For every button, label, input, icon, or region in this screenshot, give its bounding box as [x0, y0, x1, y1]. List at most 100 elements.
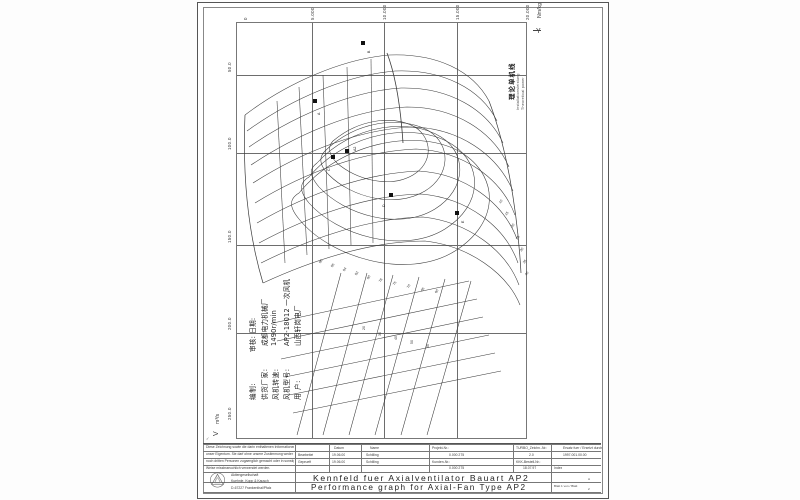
grid-vline-1: [312, 23, 313, 438]
tb-vline-8: [551, 472, 552, 493]
operating-point-C-label: C: [327, 168, 331, 171]
grid-hline-3: [237, 245, 526, 246]
sheet-inner-border: [203, 7, 603, 494]
operating-point-E-label: E: [461, 220, 465, 223]
tb-name-0: Schilling: [366, 453, 379, 457]
spec-row-4-value: 审核: 日期:: [249, 317, 257, 352]
tb-date-1: 19.06.00: [332, 460, 346, 464]
company-line-1: Kuehnle, Kopp & Kausch: [231, 479, 269, 483]
theoretical-line-label-de: Installationsleistung: [516, 73, 520, 110]
company-line-0: Aktiengesellschaft: [231, 473, 259, 477]
axis-tick-left-3: 200.0: [227, 317, 232, 330]
operating-point-D-label: D: [382, 204, 386, 207]
spec-row-3-label: 供货厂家:: [261, 368, 269, 400]
tb-role-1: Geprueft: [298, 460, 312, 464]
power-label-20: 20: [362, 326, 366, 330]
spec-row-0-label: 用 户:: [294, 380, 302, 400]
theoretical-line-label-cn: 理论单机线: [508, 62, 516, 101]
tb-replace-value: 1997.001.00.00: [563, 453, 587, 457]
tb-field-0-value: 0.000 275: [449, 453, 465, 457]
grid-hline-4: [237, 333, 526, 334]
grid-hline-2: [237, 153, 526, 154]
tb-replace-label: Ersatz fuer / Ersetzt durch: [563, 446, 603, 450]
spec-row-1-label: 风机型号:: [283, 368, 291, 400]
spec-row-2-value: 1490r/min: [270, 310, 278, 346]
operating-point-A2-label: A2: [353, 146, 357, 151]
axis-arrow-y: Y: [536, 28, 541, 35]
axis-tick-left-2: 150.0: [227, 230, 232, 243]
axis-tick-top-1: 5.000: [310, 7, 315, 20]
tb-col-name: Name: [370, 446, 380, 450]
spec-row-1-value: AP2-18012 一次风机: [283, 278, 291, 346]
axis-unit-y: Nm/kg: [537, 3, 543, 18]
operating-point-A[interactable]: [313, 99, 317, 103]
tb-vline-6: [551, 444, 552, 472]
power-label-40: 40: [394, 336, 398, 340]
tb-field-3-value: 18.07.97: [523, 466, 537, 470]
tb-note-2: noch dritten Personen zugaenglich gemach…: [206, 459, 294, 463]
axis-tick-top-4: 20.000: [525, 4, 530, 20]
tb-role-0: Bearbeitet: [298, 453, 314, 457]
tb-vline-4: [429, 444, 430, 472]
tb-hline-6: [203, 492, 601, 493]
tb-field-1-label: TURBO_Zeichn.-Nr.:: [516, 446, 548, 450]
tb-vline-3: [361, 444, 362, 472]
sheet-label: Blatt 1 von / Blatt: [554, 484, 578, 488]
tb-hline-0: [203, 444, 601, 445]
operating-point-C[interactable]: [331, 155, 335, 159]
axis-tick-top-0: 0: [243, 17, 248, 20]
axis-tick-left-4: 250.0: [227, 407, 232, 420]
performance-chart: B A C A2 D E: [236, 22, 527, 439]
axis-unit-x: m³/s: [215, 413, 221, 424]
drawing-title-en: Performance graph for Axial-Fan Type AP2: [311, 483, 527, 492]
tb-field-2-label: Kunden-Nr.:: [432, 460, 451, 464]
footer-right: A: [588, 477, 591, 481]
tb-field-2-value: 0.000 275: [449, 466, 465, 470]
title-block: Diese Zeichnung sowie die darin enthalte…: [203, 443, 603, 493]
fan-characteristic-curves: [244, 52, 522, 436]
drawing-title-de: Kennfeld fuer Axialventilator Bauart AP2: [313, 473, 530, 483]
axis-tick-top-3: 15.000: [455, 4, 460, 20]
tb-name-1: Schilling: [366, 460, 379, 464]
operating-point-E[interactable]: [455, 211, 459, 215]
axis-tick-left-1: 100.0: [227, 137, 232, 150]
tb-field-3-label: KKK-Bestell-Nr.:: [516, 460, 541, 464]
spec-row-0-value: 山西轩岗电厂: [294, 305, 302, 346]
tb-note-0: Diese Zeichnung sowie die darin enthalte…: [206, 445, 294, 449]
footer-num: 2: [588, 487, 590, 491]
theoretical-line-label-en: Theoretical power: [521, 77, 525, 110]
axis-arrow-x: V: [213, 431, 220, 436]
title-block-grid: [203, 444, 601, 493]
grid-vline-3: [457, 23, 458, 438]
operating-point-A-label: A: [317, 112, 321, 115]
spec-row-3-value: 成都电力机械厂: [261, 298, 269, 346]
company-line-2: D-67227 Frankenthal/Pfalz: [231, 486, 272, 490]
tb-vline-1: [295, 444, 296, 472]
tb-vline-2: [329, 444, 330, 472]
operating-point-B[interactable]: [361, 41, 365, 45]
tb-hline-3: [203, 465, 601, 466]
grid-hline-1: [237, 75, 526, 76]
tb-hline-4: [203, 472, 601, 473]
power-label-60: 60: [426, 344, 430, 348]
axis-tick-left-0: 50.0: [227, 62, 232, 72]
tb-field-0-label: Projekt-Nr.:: [432, 446, 449, 450]
axis-tick-top-2: 10.000: [382, 4, 387, 20]
spec-row-4-label: 编制:: [249, 382, 257, 400]
spec-row-2-label: 风机转速:: [272, 368, 280, 400]
operating-point-A2[interactable]: [345, 149, 349, 153]
power-label-30: 30: [378, 332, 382, 336]
power-label-50: 50: [410, 340, 414, 344]
tb-field-1-value: 2.0: [529, 453, 534, 457]
tb-vline-5: [513, 444, 514, 472]
sheet-corner-mark: ✓: [206, 436, 210, 441]
operating-point-D[interactable]: [389, 193, 393, 197]
tb-note-1: unser Eigentum. Sie darf ohne unsere Zus…: [206, 452, 294, 456]
tb-note-3: Weise missbraeuchlich verwendet werden.: [206, 466, 271, 470]
operating-point-B-label: B: [367, 50, 371, 53]
tb-date-0: 19.06.00: [332, 453, 346, 457]
tb-vline-7: [295, 472, 296, 493]
grid-vline-2: [384, 23, 385, 438]
company-logo-icon: [210, 472, 225, 488]
